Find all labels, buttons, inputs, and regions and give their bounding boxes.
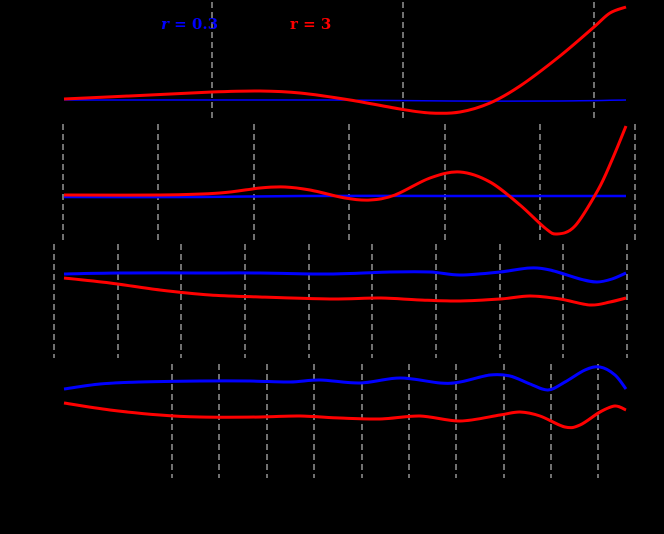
series-lines [63,5,628,430]
series-line-red [63,5,627,115]
legend-blue: r = 0.3 [161,15,218,33]
series-line-blue [63,194,626,199]
series-line-blue [63,365,628,392]
legend-red-var: r [290,15,298,33]
legend-red: r = 3 [290,15,331,33]
legend-blue-eq: = 0.3 [168,15,219,33]
series-line-blue [64,99,627,102]
series-line-red [63,125,628,236]
series-line-red [63,276,627,307]
legend-blue-var: r [161,15,169,33]
series-line-blue [63,266,627,284]
legend-red-eq: = 3 [297,15,332,33]
series-line-red [63,401,627,430]
grid-lines [53,2,636,478]
